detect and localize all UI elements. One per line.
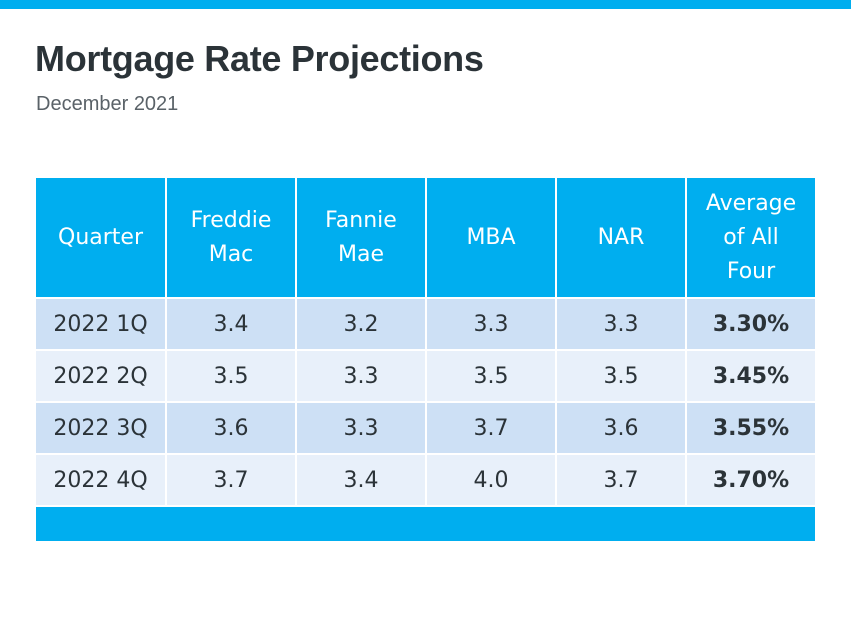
table-row: 2022 3Q 3.6 3.3 3.7 3.6 3.55%	[36, 402, 815, 455]
header-fannie-mae: Fannie Mae	[296, 178, 427, 299]
table-row: 2022 4Q 3.7 3.4 4.0 3.7 3.70%	[36, 454, 815, 507]
cell-average: 3.70%	[686, 454, 815, 507]
rate-projection-table: Quarter Freddie Mac Fannie Mae MBA NAR A…	[36, 178, 815, 541]
cell-mba: 3.5	[426, 350, 557, 403]
header-line: Mae	[338, 241, 384, 267]
header-line: Average	[705, 190, 797, 216]
top-accent-bar	[0, 0, 851, 9]
page-title: Mortgage Rate Projections	[35, 38, 484, 79]
cell-fannie-mae: 3.3	[296, 350, 427, 403]
header-line: Quarter	[58, 224, 143, 250]
cell-average: 3.55%	[686, 402, 815, 455]
cell-nar: 3.5	[556, 350, 687, 403]
header-freddie-mac: Freddie Mac	[166, 178, 297, 299]
cell-average: 3.30%	[686, 298, 815, 351]
table-header-row: Quarter Freddie Mac Fannie Mae MBA NAR A…	[36, 178, 815, 299]
cell-mba: 3.3	[426, 298, 557, 351]
footer-cell	[36, 506, 815, 541]
cell-mba: 3.7	[426, 402, 557, 455]
header-line: Four	[726, 258, 776, 284]
cell-mba: 4.0	[426, 454, 557, 507]
cell-freddie-mac: 3.5	[166, 350, 297, 403]
cell-nar: 3.6	[556, 402, 687, 455]
cell-quarter: 2022 4Q	[36, 454, 167, 507]
header-mba: MBA	[426, 178, 557, 299]
cell-nar: 3.7	[556, 454, 687, 507]
header-average: Average of All Four	[686, 178, 815, 299]
cell-freddie-mac: 3.7	[166, 454, 297, 507]
header-nar: NAR	[556, 178, 687, 299]
cell-freddie-mac: 3.4	[166, 298, 297, 351]
table-row: 2022 1Q 3.4 3.2 3.3 3.3 3.30%	[36, 298, 815, 351]
header-line: Fannie	[325, 207, 397, 233]
table-footer-bar	[36, 506, 815, 541]
cell-quarter: 2022 3Q	[36, 402, 167, 455]
cell-fannie-mae: 3.2	[296, 298, 427, 351]
header-quarter: Quarter	[36, 178, 167, 299]
cell-freddie-mac: 3.6	[166, 402, 297, 455]
cell-nar: 3.3	[556, 298, 687, 351]
page-subtitle: December 2021	[36, 93, 179, 115]
header-line: of All	[723, 224, 779, 250]
header-line: Mac	[208, 241, 254, 267]
cell-quarter: 2022 1Q	[36, 298, 167, 351]
cell-quarter: 2022 2Q	[36, 350, 167, 403]
header-line: NAR	[597, 224, 645, 250]
table-row: 2022 2Q 3.5 3.3 3.5 3.5 3.45%	[36, 350, 815, 403]
header-line: MBA	[466, 224, 516, 250]
cell-fannie-mae: 3.4	[296, 454, 427, 507]
cell-fannie-mae: 3.3	[296, 402, 427, 455]
cell-average: 3.45%	[686, 350, 815, 403]
header-line: Freddie	[190, 207, 272, 233]
